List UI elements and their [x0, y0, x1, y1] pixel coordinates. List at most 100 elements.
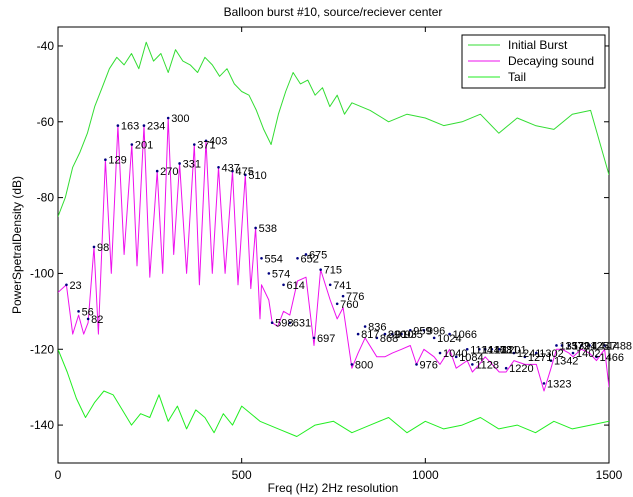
peak-label: 675 [309, 249, 327, 261]
peak-marker [448, 332, 451, 336]
peak-marker [471, 363, 474, 366]
peak-marker [142, 124, 146, 127]
peak-marker [282, 283, 285, 287]
peak-marker [288, 321, 292, 325]
peak-label: 1128 [475, 359, 499, 371]
peak-marker [254, 226, 257, 230]
peak-label: 1084 [459, 352, 483, 364]
x-axis-title: Freq (Hz) 2Hz resolution [268, 481, 399, 495]
peak-label: 697 [317, 333, 335, 345]
peak-label: 1201 [502, 344, 526, 356]
peak-label: 1114 [470, 344, 493, 356]
peak-label: 1402 [576, 348, 600, 360]
peak-label: 1323 [547, 378, 571, 390]
x-tick-label: 1000 [412, 468, 439, 482]
peak-marker [603, 344, 606, 347]
peak-marker [375, 336, 379, 340]
peak-label: 1391 [572, 340, 596, 352]
legend-label: Decaying sound [508, 54, 594, 68]
x-axis: 0 500 1000 1500 [55, 27, 623, 482]
peak-label: 270 [160, 166, 178, 178]
peak-marker [328, 283, 332, 287]
peak-marker [204, 139, 208, 143]
peak-marker [555, 344, 558, 347]
peak-marker [350, 363, 354, 366]
peak-marker [560, 344, 564, 347]
peak-label: 1372 [565, 340, 589, 352]
peak-marker [260, 256, 263, 260]
peak-label: 1040 [443, 348, 467, 360]
peak-marker [549, 359, 553, 362]
peak-label: 1163 [488, 344, 512, 356]
peak-label: 652 [301, 253, 319, 265]
peak-label: 475 [235, 166, 253, 178]
peak-marker [542, 382, 546, 385]
peak-marker [231, 169, 234, 173]
peak-label: 890 [388, 329, 406, 341]
peak-label: 935 [404, 329, 422, 341]
peak-marker [512, 351, 516, 355]
peak-label: 56 [82, 306, 94, 318]
y-axis: -140 -120 -100 -80 -60 -40 [30, 39, 609, 432]
legend: Initial Burst Decaying sound Tail [461, 34, 606, 89]
x-tick-label: 1500 [596, 468, 623, 482]
peak-marker [65, 283, 68, 287]
peak-label: 129 [108, 155, 126, 167]
peak-marker [92, 245, 96, 249]
peak-label: 959 [413, 325, 431, 337]
peak-label: 1488 [608, 340, 632, 352]
peak-marker [422, 329, 426, 332]
series-group [58, 41, 609, 437]
peak-label: 1302 [539, 348, 563, 360]
peak-label: 201 [135, 140, 153, 152]
peak-label: 910 [395, 329, 413, 341]
peak-marker [383, 332, 387, 336]
peak-marker [77, 310, 80, 313]
peak-marker [296, 256, 299, 260]
series-line-tail [58, 349, 609, 437]
peak-label: 614 [287, 280, 305, 292]
peak-label: 437 [222, 162, 240, 174]
peak-marker [497, 347, 501, 351]
y-tick-label: -80 [37, 191, 55, 205]
peak-label: 371 [197, 140, 215, 152]
series-line-decaying-sound [58, 117, 609, 392]
peak-label: 598 [275, 318, 293, 330]
peak-marker [580, 344, 583, 347]
peak-marker [104, 158, 107, 161]
peak-label: 1425 [584, 340, 608, 352]
peak-marker [595, 355, 598, 359]
peak-marker [192, 143, 196, 146]
peak-marker [571, 351, 575, 355]
peak-markers [65, 116, 606, 385]
x-tick-label: 500 [232, 468, 252, 482]
peak-label: 98 [97, 242, 109, 254]
peak-marker [588, 344, 591, 347]
peak-marker [483, 347, 487, 351]
peak-label: 23 [69, 280, 81, 292]
peak-label: 538 [259, 223, 277, 235]
chart-title: Balloon burst #10, source/reciever cente… [224, 5, 443, 19]
peak-marker [178, 162, 181, 165]
peak-marker [432, 336, 436, 340]
peak-marker [408, 329, 412, 332]
peak-marker [217, 165, 220, 169]
peak-label: 776 [346, 291, 364, 303]
peak-marker [341, 294, 345, 298]
peak-label: 715 [324, 265, 342, 277]
y-tick-label: -100 [30, 266, 54, 280]
peak-label: 1024 [437, 333, 461, 345]
peak-marker [567, 344, 571, 347]
peak-marker [312, 336, 316, 340]
x-tick-label: 0 [55, 468, 62, 482]
peak-label: 82 [91, 314, 103, 326]
legend-label: Tail [508, 70, 526, 84]
series-line-initial-burst [58, 41, 609, 217]
peak-label: 300 [171, 113, 189, 125]
peak-label: 1447 [593, 340, 617, 352]
peak-label: 817 [361, 329, 379, 341]
peak-label: 836 [368, 322, 386, 334]
